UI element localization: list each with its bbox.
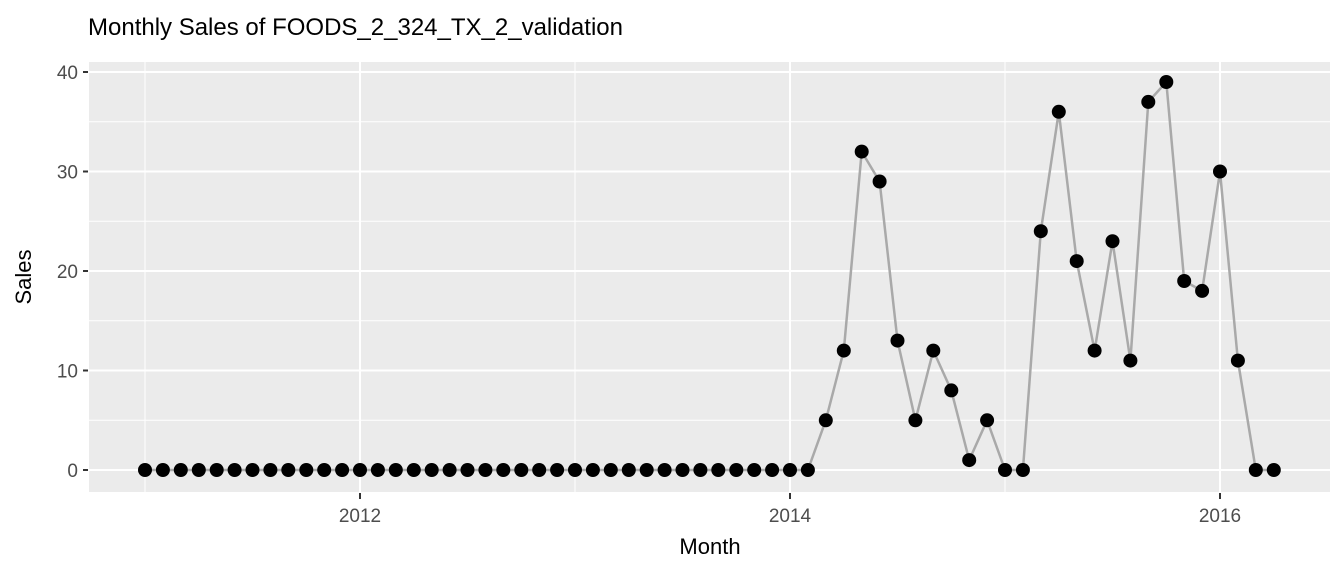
data-point <box>424 463 439 477</box>
data-point <box>1105 234 1120 249</box>
data-point <box>908 413 923 428</box>
data-point <box>317 463 332 477</box>
data-point <box>783 463 797 477</box>
panel-background <box>89 62 1330 492</box>
data-point <box>693 463 708 477</box>
data-point <box>998 463 1012 477</box>
data-point <box>603 463 618 477</box>
data-point <box>944 383 959 398</box>
sales-line <box>145 80 1274 472</box>
data-point <box>514 463 529 477</box>
data-point <box>227 463 242 477</box>
data-point <box>962 453 977 468</box>
data-point <box>1213 164 1227 179</box>
data-point <box>370 463 385 477</box>
data-point <box>1069 254 1084 269</box>
y-tick-label: 40 <box>57 63 78 84</box>
y-tick-label: 0 <box>67 461 78 482</box>
data-point <box>550 463 565 477</box>
data-point <box>1230 353 1245 368</box>
data-point <box>585 463 600 477</box>
y-tick-label: 30 <box>57 163 78 184</box>
data-point <box>818 413 833 428</box>
data-point <box>854 144 869 159</box>
data-point <box>245 463 260 477</box>
data-point <box>711 463 726 477</box>
data-point <box>460 463 475 477</box>
data-point <box>191 463 206 477</box>
y-axis-title: Sales <box>11 249 36 305</box>
x-tick-label: 2014 <box>769 506 812 527</box>
data-point <box>621 463 636 477</box>
data-point <box>406 463 421 477</box>
data-point <box>173 463 188 477</box>
data-point <box>388 463 403 477</box>
data-point <box>1248 463 1263 477</box>
data-point <box>872 174 887 189</box>
data-point <box>568 463 582 477</box>
x-tick-label: 2012 <box>339 506 381 527</box>
x-axis-title: Month <box>679 534 741 559</box>
data-point <box>138 463 152 477</box>
chart-title: Monthly Sales of FOODS_2_324_TX_2_valida… <box>88 14 623 41</box>
data-point <box>1141 94 1156 109</box>
y-tick-label: 20 <box>57 262 78 283</box>
data-point <box>496 463 511 477</box>
data-point <box>675 463 690 477</box>
data-point <box>209 463 224 477</box>
data-point <box>1087 343 1102 358</box>
data-point <box>1177 274 1192 288</box>
data-point <box>442 463 457 477</box>
data-point <box>1266 463 1281 477</box>
data-point <box>263 463 278 477</box>
data-point <box>765 463 780 477</box>
data-point <box>532 463 547 477</box>
y-tick-label: 10 <box>57 362 78 383</box>
data-point <box>353 463 367 477</box>
data-point <box>478 463 493 477</box>
data-point <box>155 463 170 477</box>
data-point <box>299 463 314 477</box>
data-point <box>1015 463 1030 477</box>
data-point <box>836 343 851 358</box>
data-point <box>1033 224 1048 239</box>
data-point <box>890 333 905 348</box>
data-point <box>980 413 995 428</box>
data-point <box>281 463 296 477</box>
data-point <box>1123 353 1138 368</box>
data-point <box>1051 104 1066 119</box>
data-point <box>335 463 350 477</box>
data-point <box>657 463 672 477</box>
data-point <box>1195 283 1210 298</box>
data-point <box>926 343 941 358</box>
data-point <box>1159 75 1174 89</box>
data-point <box>747 463 762 477</box>
data-point <box>729 463 744 477</box>
data-point <box>800 463 815 477</box>
x-tick-label: 2016 <box>1199 506 1241 527</box>
data-point <box>639 463 654 477</box>
